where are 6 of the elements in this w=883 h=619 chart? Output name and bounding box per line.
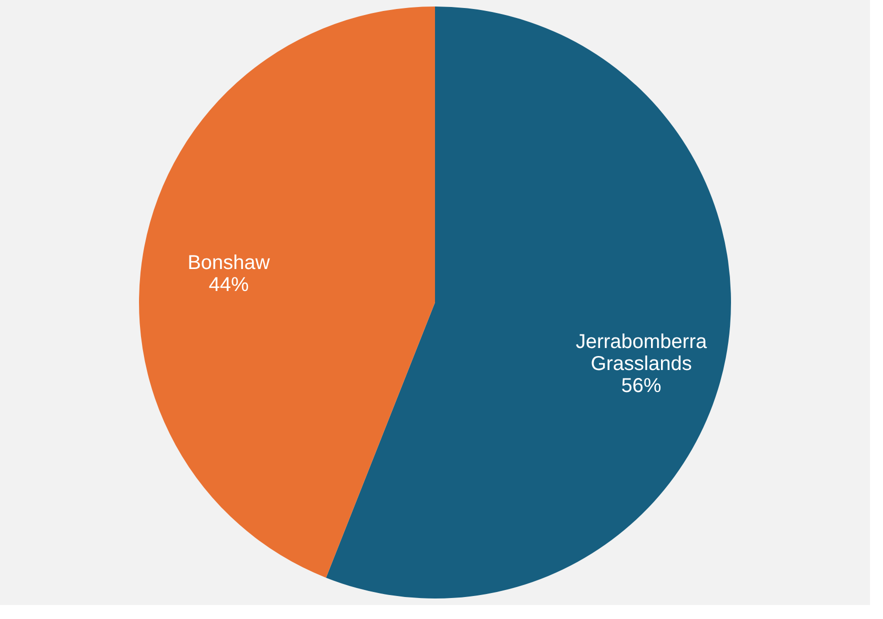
pie-slice <box>140 6 435 578</box>
data-label: 56% <box>621 374 662 397</box>
data-label: 44% <box>208 274 249 296</box>
pie-slice <box>326 6 730 598</box>
slice-label: Bonshaw <box>188 252 270 274</box>
slice-label: Jerrabomberra Grasslands <box>576 330 708 375</box>
